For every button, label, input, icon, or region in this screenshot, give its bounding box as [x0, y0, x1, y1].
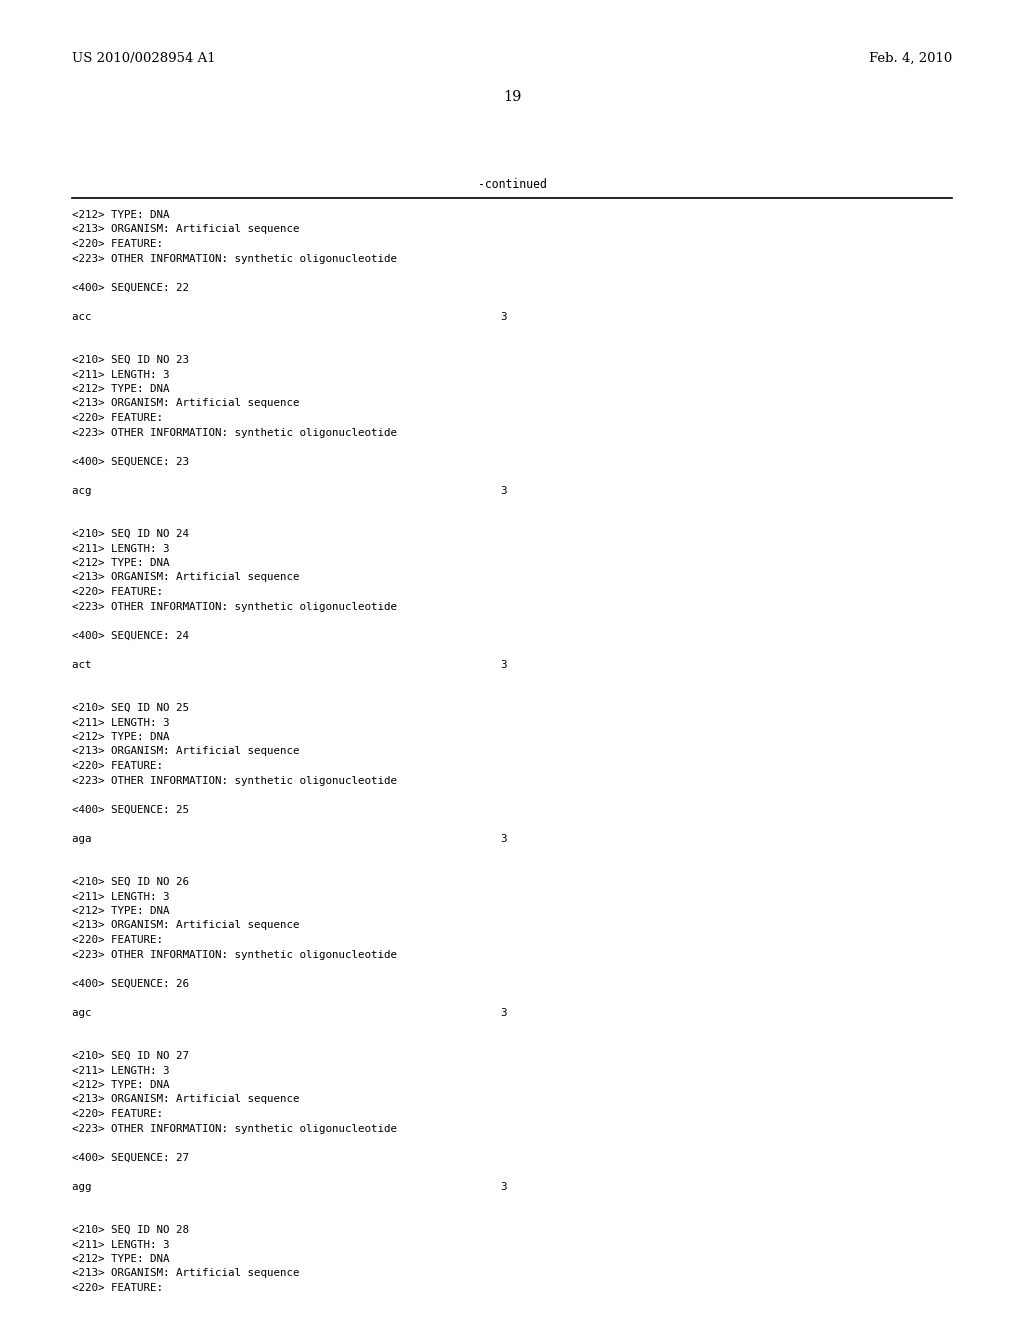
Text: <211> LENGTH: 3: <211> LENGTH: 3 — [72, 891, 170, 902]
Text: <211> LENGTH: 3: <211> LENGTH: 3 — [72, 544, 170, 553]
Text: <212> TYPE: DNA: <212> TYPE: DNA — [72, 558, 170, 568]
Text: <400> SEQUENCE: 27: <400> SEQUENCE: 27 — [72, 1152, 189, 1163]
Text: <212> TYPE: DNA: <212> TYPE: DNA — [72, 1080, 170, 1090]
Text: <213> ORGANISM: Artificial sequence: <213> ORGANISM: Artificial sequence — [72, 1094, 299, 1105]
Text: <211> LENGTH: 3: <211> LENGTH: 3 — [72, 370, 170, 380]
Text: <400> SEQUENCE: 26: <400> SEQUENCE: 26 — [72, 978, 189, 989]
Text: <210> SEQ ID NO 26: <210> SEQ ID NO 26 — [72, 876, 189, 887]
Text: <213> ORGANISM: Artificial sequence: <213> ORGANISM: Artificial sequence — [72, 399, 299, 408]
Text: <223> OTHER INFORMATION: synthetic oligonucleotide: <223> OTHER INFORMATION: synthetic oligo… — [72, 253, 397, 264]
Text: <210> SEQ ID NO 27: <210> SEQ ID NO 27 — [72, 1051, 189, 1061]
Text: <223> OTHER INFORMATION: synthetic oligonucleotide: <223> OTHER INFORMATION: synthetic oligo… — [72, 949, 397, 960]
Text: <212> TYPE: DNA: <212> TYPE: DNA — [72, 210, 170, 220]
Text: <213> ORGANISM: Artificial sequence: <213> ORGANISM: Artificial sequence — [72, 920, 299, 931]
Text: aga                                                               3: aga 3 — [72, 833, 508, 843]
Text: 19: 19 — [503, 90, 521, 104]
Text: <223> OTHER INFORMATION: synthetic oligonucleotide: <223> OTHER INFORMATION: synthetic oligo… — [72, 1123, 397, 1134]
Text: <212> TYPE: DNA: <212> TYPE: DNA — [72, 906, 170, 916]
Text: acc                                                               3: acc 3 — [72, 312, 508, 322]
Text: <220> FEATURE:: <220> FEATURE: — [72, 1283, 163, 1294]
Text: <211> LENGTH: 3: <211> LENGTH: 3 — [72, 1065, 170, 1076]
Text: <220> FEATURE:: <220> FEATURE: — [72, 762, 163, 771]
Text: agc                                                               3: agc 3 — [72, 1007, 508, 1018]
Text: <220> FEATURE:: <220> FEATURE: — [72, 239, 163, 249]
Text: act                                                               3: act 3 — [72, 660, 508, 669]
Text: <223> OTHER INFORMATION: synthetic oligonucleotide: <223> OTHER INFORMATION: synthetic oligo… — [72, 602, 397, 611]
Text: <220> FEATURE:: <220> FEATURE: — [72, 1109, 163, 1119]
Text: <213> ORGANISM: Artificial sequence: <213> ORGANISM: Artificial sequence — [72, 573, 299, 582]
Text: <213> ORGANISM: Artificial sequence: <213> ORGANISM: Artificial sequence — [72, 747, 299, 756]
Text: -continued: -continued — [477, 178, 547, 191]
Text: Feb. 4, 2010: Feb. 4, 2010 — [868, 51, 952, 65]
Text: <400> SEQUENCE: 24: <400> SEQUENCE: 24 — [72, 631, 189, 640]
Text: <220> FEATURE:: <220> FEATURE: — [72, 413, 163, 422]
Text: <213> ORGANISM: Artificial sequence: <213> ORGANISM: Artificial sequence — [72, 1269, 299, 1279]
Text: <210> SEQ ID NO 25: <210> SEQ ID NO 25 — [72, 704, 189, 713]
Text: <210> SEQ ID NO 23: <210> SEQ ID NO 23 — [72, 355, 189, 366]
Text: <220> FEATURE:: <220> FEATURE: — [72, 935, 163, 945]
Text: <212> TYPE: DNA: <212> TYPE: DNA — [72, 733, 170, 742]
Text: <223> OTHER INFORMATION: synthetic oligonucleotide: <223> OTHER INFORMATION: synthetic oligo… — [72, 776, 397, 785]
Text: <400> SEQUENCE: 25: <400> SEQUENCE: 25 — [72, 804, 189, 814]
Text: US 2010/0028954 A1: US 2010/0028954 A1 — [72, 51, 216, 65]
Text: agg                                                               3: agg 3 — [72, 1181, 508, 1192]
Text: <211> LENGTH: 3: <211> LENGTH: 3 — [72, 718, 170, 727]
Text: <213> ORGANISM: Artificial sequence: <213> ORGANISM: Artificial sequence — [72, 224, 299, 235]
Text: <400> SEQUENCE: 22: <400> SEQUENCE: 22 — [72, 282, 189, 293]
Text: <220> FEATURE:: <220> FEATURE: — [72, 587, 163, 597]
Text: <223> OTHER INFORMATION: synthetic oligonucleotide: <223> OTHER INFORMATION: synthetic oligo… — [72, 428, 397, 437]
Text: acg                                                               3: acg 3 — [72, 486, 508, 495]
Text: <212> TYPE: DNA: <212> TYPE: DNA — [72, 384, 170, 393]
Text: <210> SEQ ID NO 28: <210> SEQ ID NO 28 — [72, 1225, 189, 1236]
Text: <212> TYPE: DNA: <212> TYPE: DNA — [72, 1254, 170, 1265]
Text: <400> SEQUENCE: 23: <400> SEQUENCE: 23 — [72, 457, 189, 466]
Text: <211> LENGTH: 3: <211> LENGTH: 3 — [72, 1239, 170, 1250]
Text: <210> SEQ ID NO 24: <210> SEQ ID NO 24 — [72, 529, 189, 539]
